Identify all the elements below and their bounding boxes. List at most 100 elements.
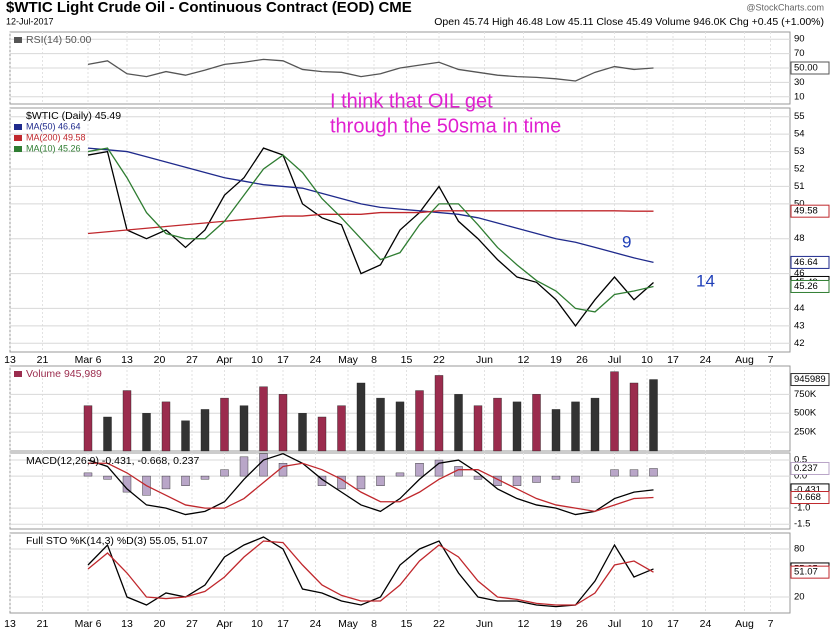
panel-frame <box>9 532 791 614</box>
last-value-label: -0.431 <box>794 484 821 495</box>
legend-swatch <box>14 146 22 152</box>
bar <box>356 475 366 490</box>
bar <box>103 416 112 452</box>
x-tick-label: Aug <box>735 354 754 366</box>
y-tick-label: 750K <box>794 389 817 400</box>
bar <box>103 475 112 480</box>
legend-swatch <box>14 124 22 130</box>
series-line <box>88 462 654 513</box>
x-tick-label: 13 <box>121 618 133 630</box>
bar <box>278 463 288 477</box>
y-tick-label: 52 <box>794 164 805 175</box>
y-tick-label: 42 <box>794 338 805 349</box>
x-tick-label: 19 <box>550 354 562 366</box>
last-value-box <box>790 279 830 293</box>
y-tick-label: 20 <box>794 592 805 603</box>
bar <box>434 375 444 452</box>
legend-label: RSI(14) 50.00 <box>26 34 92 46</box>
bar <box>415 390 424 452</box>
bar <box>434 459 444 477</box>
last-value-label: 0.237 <box>794 463 818 474</box>
bar <box>473 405 483 452</box>
x-tick-label: 8 <box>371 354 377 366</box>
x-tick-label: 24 <box>700 354 712 366</box>
x-tick-label: Jun <box>476 618 493 630</box>
last-value-box <box>790 61 830 75</box>
last-value-box <box>790 255 830 269</box>
last-value-box <box>790 204 830 218</box>
bar <box>259 453 268 477</box>
bar <box>610 371 619 452</box>
series-line <box>87 58 654 82</box>
chart-title: $WTIC Light Crude Oil - Continuous Contr… <box>6 0 412 16</box>
bar <box>532 394 541 452</box>
bar <box>551 475 561 480</box>
x-tick-label: 19 <box>550 618 562 630</box>
bar <box>181 475 190 486</box>
x-tick-label: 17 <box>667 354 679 366</box>
x-tick-label: 10 <box>251 354 263 366</box>
bar <box>551 409 561 452</box>
x-tick-label: 13 <box>121 354 133 366</box>
y-tick-label: 0.0 <box>794 471 807 482</box>
bar <box>200 409 210 452</box>
bar <box>298 413 307 452</box>
x-tick-label: 22 <box>433 354 445 366</box>
y-tick-label: 48 <box>794 233 805 244</box>
x-tick-label: May <box>338 618 359 630</box>
x-tick-label: 12 <box>518 618 530 630</box>
last-value-label: 945989 <box>794 374 826 385</box>
x-tick-label: 20 <box>154 354 166 366</box>
annotation: through the 50sma in time <box>330 115 561 137</box>
x-tick-label: May <box>338 354 359 366</box>
last-value-box <box>790 461 830 475</box>
x-tick-label: 8 <box>371 618 377 630</box>
y-tick-label: 500K <box>794 408 817 419</box>
bar <box>161 401 171 452</box>
y-tick-label: 55 <box>794 111 805 122</box>
x-tick-label: 20 <box>154 618 166 630</box>
bar <box>220 469 229 477</box>
legend-label: MA(10) 45.26 <box>26 143 81 153</box>
x-tick-label: 17 <box>277 618 289 630</box>
bar <box>590 397 600 452</box>
legend-swatch <box>14 371 22 377</box>
y-tick-label: 54 <box>794 129 805 140</box>
series-line <box>87 147 654 313</box>
bar <box>512 475 522 486</box>
annotation: I think that OIL get <box>330 90 493 112</box>
y-tick-label: 90 <box>794 34 805 45</box>
x-tick-label: 27 <box>186 618 198 630</box>
y-tick-label: 46 <box>794 268 805 279</box>
panel-title: $WTIC (Daily) 45.49 <box>26 110 121 122</box>
legend-swatch <box>14 37 22 43</box>
x-tick-label: 15 <box>401 618 413 630</box>
last-value-box <box>790 565 830 579</box>
legend-label: Volume 945,989 <box>26 368 102 380</box>
x-tick-label: 17 <box>667 618 679 630</box>
bar <box>571 475 580 483</box>
x-tick-label: 21 <box>37 354 49 366</box>
x-tick-label: 22 <box>433 618 445 630</box>
x-tick-label: Mar 6 <box>75 354 102 366</box>
x-tick-label: 12 <box>518 354 530 366</box>
x-tick-label: 10 <box>641 618 653 630</box>
legend-label: MA(200) 49.58 <box>26 132 86 142</box>
y-tick-label: 43 <box>794 320 805 331</box>
annotation: 14 <box>696 271 715 290</box>
bar <box>259 386 268 452</box>
bar <box>181 420 190 452</box>
bar <box>161 475 171 490</box>
last-value-label: 50.00 <box>794 63 818 74</box>
bar <box>415 463 424 477</box>
series-line <box>87 210 654 235</box>
x-tick-label: Jun <box>476 354 493 366</box>
bar <box>317 475 327 486</box>
last-value-box <box>790 491 830 505</box>
x-tick-label: 24 <box>310 618 322 630</box>
y-tick-label: 44 <box>794 303 805 314</box>
x-tick-label: 7 <box>768 618 774 630</box>
x-tick-label: 7 <box>768 354 774 366</box>
bar <box>571 401 580 452</box>
x-tick-label: 13 <box>4 354 16 366</box>
